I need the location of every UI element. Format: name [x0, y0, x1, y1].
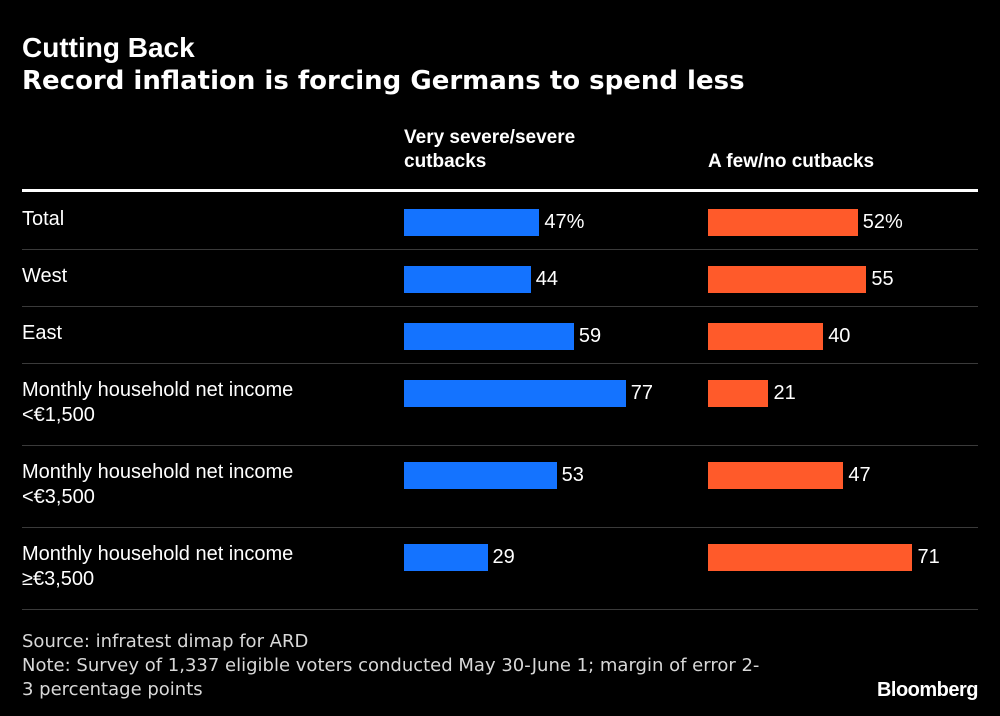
- value-label-few-no: 40: [828, 325, 851, 347]
- value-label-few-no: 55: [871, 268, 894, 290]
- row-label-line: Total: [22, 208, 65, 230]
- bar-few-no: [708, 380, 769, 407]
- bar-few-no: [708, 323, 824, 350]
- chart-title: Cutting Back: [22, 32, 195, 63]
- bar-very-severe: [404, 323, 574, 350]
- header-rule: [22, 189, 978, 192]
- row-label-line: West: [22, 265, 68, 287]
- row-divider: [22, 609, 978, 610]
- row-label-line: East: [22, 322, 63, 344]
- bar-very-severe: [404, 462, 557, 489]
- row-label: West: [22, 264, 67, 289]
- bloomberg-logo: Bloomberg: [876, 679, 979, 701]
- bar-very-severe: [404, 209, 540, 236]
- row-label: Monthly household net income <€1,500: [22, 378, 293, 428]
- row-label-line: Monthly household net income: [22, 543, 294, 565]
- value-label-very-severe: 29: [492, 546, 515, 568]
- source-text: Source: infratest dimap for ARD: [22, 631, 309, 652]
- value-label-very-severe: 77: [630, 382, 653, 404]
- row-label-line: Monthly household net income: [22, 461, 294, 483]
- bar-few-no: [708, 544, 913, 571]
- row-divider: [22, 527, 978, 528]
- value-label-very-severe: 44: [535, 268, 558, 290]
- row-label-line: Monthly household net income: [22, 379, 294, 401]
- row-divider: [22, 249, 978, 250]
- value-label-few-no: 21: [773, 382, 796, 404]
- bar-few-no: [708, 462, 844, 489]
- bar-very-severe: [404, 266, 531, 293]
- legend-very-severe-line-2: cutbacks: [404, 151, 487, 172]
- row-label-line: <€1,500: [22, 404, 95, 426]
- value-label-very-severe: 53: [561, 464, 584, 486]
- bar-very-severe: [404, 380, 626, 407]
- value-label-very-severe: 59: [578, 325, 602, 347]
- row-divider: [22, 445, 978, 446]
- row-label-line: ≥€3,500: [22, 568, 95, 590]
- bar-few-no: [708, 266, 867, 293]
- chart-subtitle: Record inflation is forcing Germans to s…: [22, 66, 745, 96]
- legend-very-severe: Very severe/severe cutbacks: [404, 126, 575, 174]
- row-label: East: [22, 321, 62, 346]
- row-label: Monthly household net income ≥€3,500: [22, 542, 293, 592]
- value-label-very-severe: 47%: [544, 211, 585, 233]
- row-divider: [22, 306, 978, 307]
- bar-few-no: [708, 209, 858, 236]
- legend-very-severe-line-1: Very severe/severe: [404, 127, 576, 148]
- note-line-1: Note: Survey of 1,337 eligible voters co…: [22, 655, 760, 676]
- legend-few-no: A few/no cutbacks: [708, 150, 874, 174]
- value-label-few-no: 47: [848, 464, 871, 486]
- bar-very-severe: [404, 544, 488, 571]
- row-label: Monthly household net income <€3,500: [22, 460, 293, 510]
- note-line-2: 3 percentage points: [22, 679, 203, 700]
- row-label-line: <€3,500: [22, 486, 95, 508]
- legend-few-no-line-1: A few/no cutbacks: [708, 151, 875, 172]
- row-divider: [22, 363, 978, 364]
- value-label-few-no: 71: [917, 546, 940, 568]
- value-label-few-no: 52%: [862, 211, 903, 233]
- row-label: Total: [22, 207, 64, 232]
- source-note: Source: infratest dimap for ARD Note: Su…: [22, 630, 759, 702]
